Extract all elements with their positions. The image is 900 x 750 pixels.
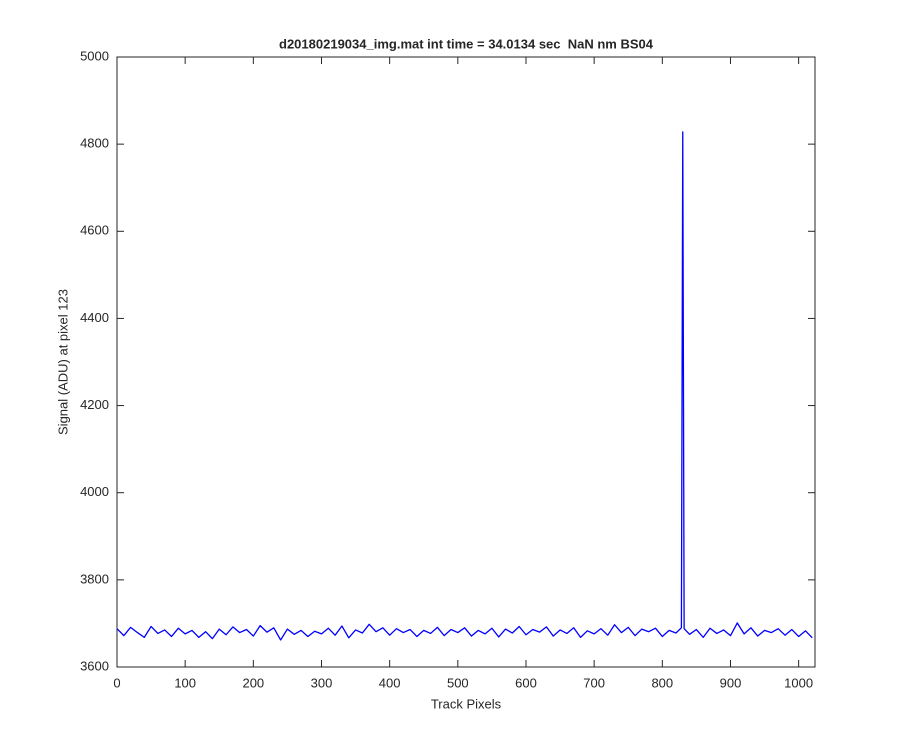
- x-tick-label: 200: [242, 675, 264, 690]
- plot-frame: [116, 56, 816, 668]
- x-tick-label: 400: [379, 675, 401, 690]
- y-axis-label: Signal (ADU) at pixel 123: [55, 289, 70, 435]
- x-tick-label: 800: [651, 675, 673, 690]
- x-tick-label: 600: [515, 675, 537, 690]
- x-tick-label: 100: [174, 675, 196, 690]
- x-tick-label: 700: [583, 675, 605, 690]
- y-tick-label: 4800: [80, 136, 109, 151]
- x-tick-label: 1000: [784, 675, 813, 690]
- y-tick-label: 4200: [80, 397, 109, 412]
- x-tick-label: 0: [113, 675, 120, 690]
- y-tick-label: 4600: [80, 223, 109, 238]
- x-tick-label: 300: [311, 675, 333, 690]
- y-tick-label: 5000: [80, 48, 109, 63]
- y-tick-label: 3600: [80, 658, 109, 673]
- data-line: [116, 131, 813, 641]
- x-axis-label: Track Pixels: [431, 696, 502, 711]
- x-tick-label: 900: [720, 675, 742, 690]
- y-tick-label: 4400: [80, 310, 109, 325]
- x-tick-label: 500: [447, 675, 469, 690]
- y-tick-label: 4000: [80, 484, 109, 499]
- y-tick-label: 3800: [80, 571, 109, 586]
- chart-title: d20180219034_img.mat int time = 34.0134 …: [279, 36, 654, 51]
